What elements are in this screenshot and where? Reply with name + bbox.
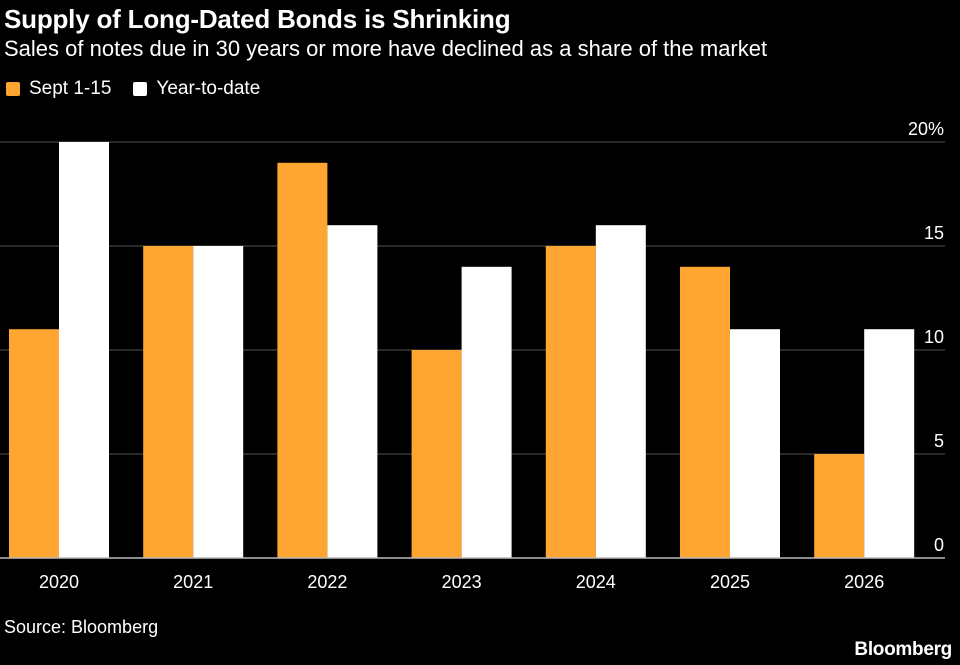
legend-swatch-sept bbox=[6, 82, 20, 96]
x-tick-label-2025: 2025 bbox=[710, 572, 750, 592]
bar-ytd-2020 bbox=[59, 142, 109, 558]
x-tick-label-2026: 2026 bbox=[844, 572, 884, 592]
bar-ytd-2021 bbox=[193, 246, 244, 558]
chart-title: Supply of Long-Dated Bonds is Shrinking bbox=[4, 4, 511, 34]
bar-ytd-2023 bbox=[461, 266, 512, 558]
x-tick-label-2024: 2024 bbox=[576, 572, 616, 592]
bar-sept-2026 bbox=[814, 454, 865, 558]
bar-sept-2023 bbox=[411, 350, 462, 558]
x-tick-label-2021: 2021 bbox=[173, 572, 213, 592]
y-tick-label-5: 5 bbox=[934, 431, 944, 451]
legend-label-ytd: Year-to-date bbox=[156, 78, 261, 99]
bar-ytd-2022 bbox=[327, 225, 378, 558]
bar-ytd-2026 bbox=[864, 329, 915, 558]
bar-sept-2025 bbox=[680, 266, 730, 558]
bar-ytd-2024 bbox=[595, 225, 646, 558]
x-tick-label-2022: 2022 bbox=[307, 572, 347, 592]
bar-sept-2024 bbox=[545, 246, 596, 558]
x-tick-label-2020: 2020 bbox=[39, 572, 79, 592]
x-tick-label-2023: 2023 bbox=[442, 572, 482, 592]
legend: Sept 1-15 Year-to-date bbox=[6, 78, 282, 100]
legend-swatch-ytd bbox=[133, 82, 148, 96]
bar-sept-2021 bbox=[143, 246, 194, 558]
y-tick-label-15: 15 bbox=[924, 223, 944, 243]
legend-label-sept: Sept 1-15 bbox=[29, 78, 112, 99]
legend-item-ytd: Year-to-date bbox=[133, 78, 260, 100]
bar-sept-2020 bbox=[9, 329, 59, 558]
y-tick-label-20: 20% bbox=[908, 119, 944, 139]
bar-sept-2022 bbox=[277, 162, 328, 559]
bar-ytd-2025 bbox=[730, 329, 780, 558]
y-tick-label-0: 0 bbox=[934, 535, 944, 555]
source-note: Source: Bloomberg bbox=[4, 617, 159, 637]
chart-subtitle: Sales of notes due in 30 years or more h… bbox=[4, 36, 768, 61]
brand-logo: Bloomberg bbox=[854, 639, 952, 660]
legend-item-sept: Sept 1-15 bbox=[6, 78, 111, 100]
y-tick-label-10: 10 bbox=[924, 327, 944, 347]
